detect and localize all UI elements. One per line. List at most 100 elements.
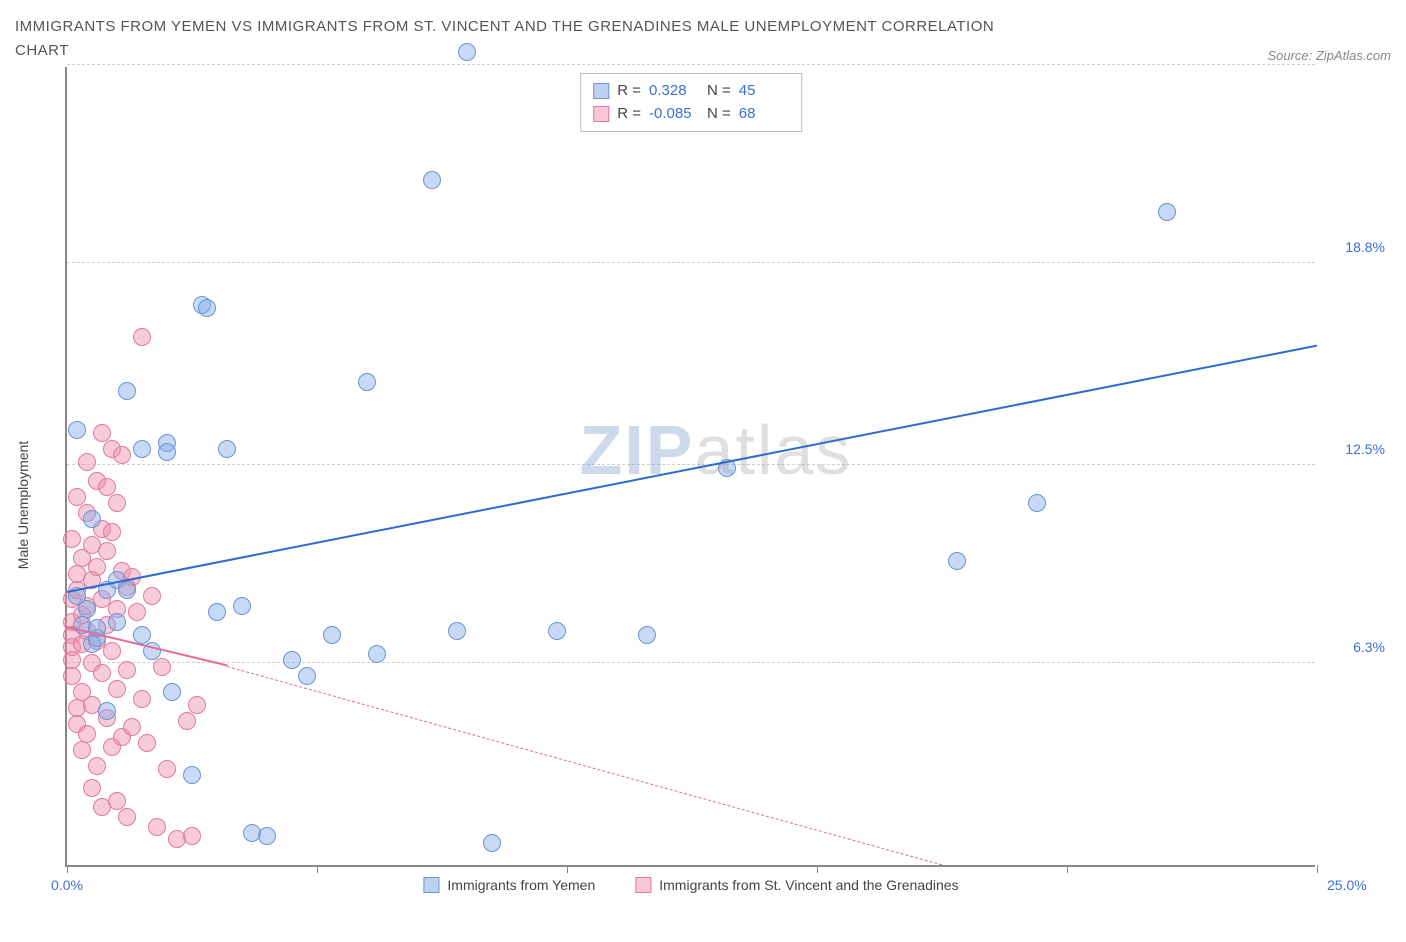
- data-point: [208, 603, 226, 621]
- data-point: [108, 613, 126, 631]
- data-point: [118, 808, 136, 826]
- x-tick: [817, 865, 818, 873]
- data-point: [283, 651, 301, 669]
- legend-item-series-2: Immigrants from St. Vincent and the Gren…: [635, 877, 958, 893]
- data-point: [108, 680, 126, 698]
- data-point: [88, 757, 106, 775]
- data-point: [133, 626, 151, 644]
- data-point: [423, 171, 441, 189]
- chart-header: IMMIGRANTS FROM YEMEN VS IMMIGRANTS FROM…: [15, 15, 1391, 63]
- data-point: [368, 645, 386, 663]
- data-point: [548, 622, 566, 640]
- data-point: [118, 581, 136, 599]
- data-point: [358, 373, 376, 391]
- legend-row-series-2: R = -0.085 N = 68: [593, 103, 789, 126]
- data-point: [118, 661, 136, 679]
- data-point: [123, 718, 141, 736]
- data-point: [103, 642, 121, 660]
- data-point: [138, 734, 156, 752]
- correlation-legend: R = 0.328 N = 45 R = -0.085 N = 68: [580, 73, 802, 132]
- x-tick: [67, 865, 68, 873]
- data-point: [98, 542, 116, 560]
- data-point: [98, 478, 116, 496]
- data-point: [113, 446, 131, 464]
- title-line-1: IMMIGRANTS FROM YEMEN VS IMMIGRANTS FROM…: [15, 18, 994, 35]
- gridline: [67, 64, 1315, 65]
- data-point: [143, 587, 161, 605]
- data-point: [93, 664, 111, 682]
- data-point: [153, 658, 171, 676]
- data-point: [133, 328, 151, 346]
- data-point: [98, 702, 116, 720]
- x-tick: [1317, 865, 1318, 873]
- swatch-series-1: [423, 877, 439, 893]
- data-point: [68, 421, 86, 439]
- data-point: [323, 626, 341, 644]
- trend-line: [67, 345, 1317, 593]
- data-point: [133, 690, 151, 708]
- data-point: [638, 626, 656, 644]
- data-point: [78, 600, 96, 618]
- data-point: [163, 683, 181, 701]
- data-point: [103, 523, 121, 541]
- data-point: [188, 696, 206, 714]
- gridline: [67, 464, 1315, 465]
- data-point: [948, 552, 966, 570]
- data-point: [78, 725, 96, 743]
- data-point: [83, 779, 101, 797]
- data-point: [108, 494, 126, 512]
- data-point: [1158, 203, 1176, 221]
- x-tick: [567, 865, 568, 873]
- y-tick-label: 18.8%: [1325, 239, 1385, 255]
- x-tick-label: 0.0%: [51, 877, 83, 893]
- y-tick-label: 12.5%: [1325, 441, 1385, 457]
- gridline: [67, 262, 1315, 263]
- data-point: [63, 530, 81, 548]
- y-tick-label: 6.3%: [1325, 639, 1385, 655]
- data-point: [83, 510, 101, 528]
- swatch-series-2: [635, 877, 651, 893]
- chart-title: IMMIGRANTS FROM YEMEN VS IMMIGRANTS FROM…: [15, 15, 994, 63]
- data-point: [448, 622, 466, 640]
- data-point: [458, 43, 476, 61]
- trend-line: [227, 666, 942, 865]
- data-point: [158, 760, 176, 778]
- data-point: [73, 741, 91, 759]
- data-point: [178, 712, 196, 730]
- data-point: [158, 443, 176, 461]
- data-point: [68, 488, 86, 506]
- data-point: [78, 453, 96, 471]
- data-point: [233, 597, 251, 615]
- data-point: [1028, 494, 1046, 512]
- legend-item-series-1: Immigrants from Yemen: [423, 877, 595, 893]
- data-point: [118, 382, 136, 400]
- data-point: [483, 834, 501, 852]
- data-point: [133, 440, 151, 458]
- data-point: [128, 603, 146, 621]
- series-legend: Immigrants from Yemen Immigrants from St…: [423, 877, 958, 893]
- plot-area: ZIPatlas R = 0.328 N = 45 R = -0.085 N =…: [65, 67, 1315, 867]
- x-tick: [317, 865, 318, 873]
- data-point: [88, 558, 106, 576]
- data-point: [258, 827, 276, 845]
- swatch-series-2: [593, 106, 609, 122]
- title-line-2: CHART: [15, 42, 69, 59]
- data-point: [93, 424, 111, 442]
- data-point: [183, 827, 201, 845]
- source-attribution: Source: ZipAtlas.com: [1267, 48, 1391, 63]
- data-point: [148, 818, 166, 836]
- x-tick: [1067, 865, 1068, 873]
- data-point: [218, 440, 236, 458]
- watermark: ZIPatlas: [580, 410, 853, 490]
- swatch-series-1: [593, 83, 609, 99]
- legend-row-series-1: R = 0.328 N = 45: [593, 80, 789, 103]
- data-point: [108, 792, 126, 810]
- data-point: [198, 299, 216, 317]
- scatter-chart: Male Unemployment ZIPatlas R = 0.328 N =…: [15, 67, 1391, 927]
- gridline: [67, 662, 1315, 663]
- data-point: [183, 766, 201, 784]
- y-axis-label: Male Unemployment: [15, 441, 31, 569]
- data-point: [298, 667, 316, 685]
- data-point: [63, 667, 81, 685]
- x-tick-label: 25.0%: [1327, 877, 1367, 893]
